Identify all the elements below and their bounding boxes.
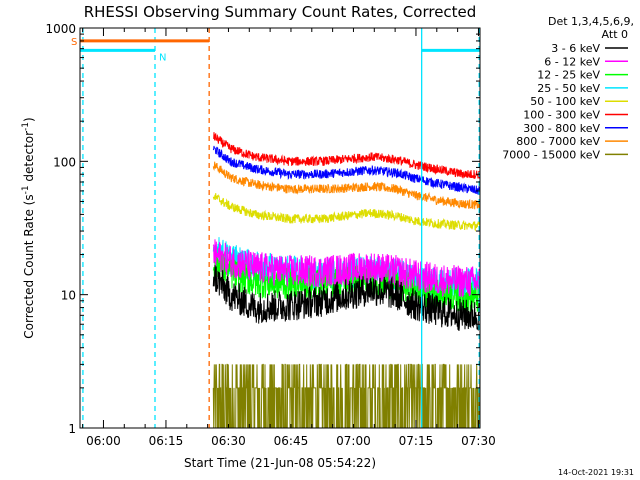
- flag-label-n: N: [159, 52, 166, 63]
- flag-label-s: S: [71, 37, 77, 48]
- legend-label-5: 50 - 100 keV: [530, 95, 600, 108]
- x-tick-label: 06:15: [149, 434, 184, 448]
- legend-label-3: 12 - 25 keV: [537, 69, 600, 82]
- x-tick-label: 06:45: [274, 434, 309, 448]
- x-tick-label: 07:15: [399, 434, 434, 448]
- series-line-2: [212, 239, 480, 298]
- series-line-9: [212, 363, 480, 428]
- legend-header-line1: Det 1,3,4,5,6,9,: [548, 15, 634, 28]
- x-tick-label: 06:00: [86, 434, 121, 448]
- legend-header-line2: Att 0: [602, 28, 628, 41]
- legend-label-4: 25 - 50 keV: [537, 82, 600, 95]
- y-label-main: Corrected Count Rate (s: [22, 194, 36, 338]
- plot-area: [80, 28, 480, 428]
- legend-label-8: 800 - 7000 keV: [516, 135, 600, 148]
- legend-label-2: 6 - 12 keV: [544, 55, 600, 68]
- y-label-sup2: -1: [21, 122, 31, 131]
- x-tick-label: 07:00: [336, 434, 371, 448]
- series-line-1: [212, 265, 480, 332]
- y-axis: 1 10 100 1000: [45, 22, 480, 436]
- plot-frame: [79, 27, 481, 429]
- y-axis-label: Corrected Count Rate (s-1 detector-1): [21, 117, 36, 338]
- x-axis-label: Start Time (21-Jun-08 05:54:22): [184, 456, 376, 470]
- series-line-6: [213, 132, 480, 179]
- series-line-5: [212, 193, 480, 232]
- y-tick-label: 100: [53, 155, 76, 169]
- y-label-end: ): [22, 117, 36, 122]
- y-label-mid: detector: [22, 131, 36, 186]
- legend-label-9: 7000 - 15000 keV: [502, 148, 600, 161]
- x-tick-label: 06:30: [211, 434, 246, 448]
- series-line-8: [212, 161, 480, 210]
- footer-timestamp: 14-Oct-2021 19:31: [558, 468, 634, 477]
- y-tick-label: 1000: [45, 22, 76, 36]
- legend-label-7: 300 - 800 keV: [523, 122, 600, 135]
- x-tick-label: 07:30: [461, 434, 496, 448]
- y-label-sup1: -1: [21, 185, 31, 194]
- x-axis: 06:00 06:15 06:30 06:45 07:00 07:15 07:30: [82, 28, 496, 448]
- legend-label-1: 3 - 6 keV: [551, 42, 600, 55]
- chart-title: RHESSI Observing Summary Count Rates, Co…: [84, 3, 477, 21]
- series-line-7: [212, 145, 480, 195]
- y-tick-label: 1: [68, 422, 76, 436]
- legend-label-6: 100 - 300 keV: [523, 109, 600, 122]
- y-tick-label: 10: [61, 289, 76, 303]
